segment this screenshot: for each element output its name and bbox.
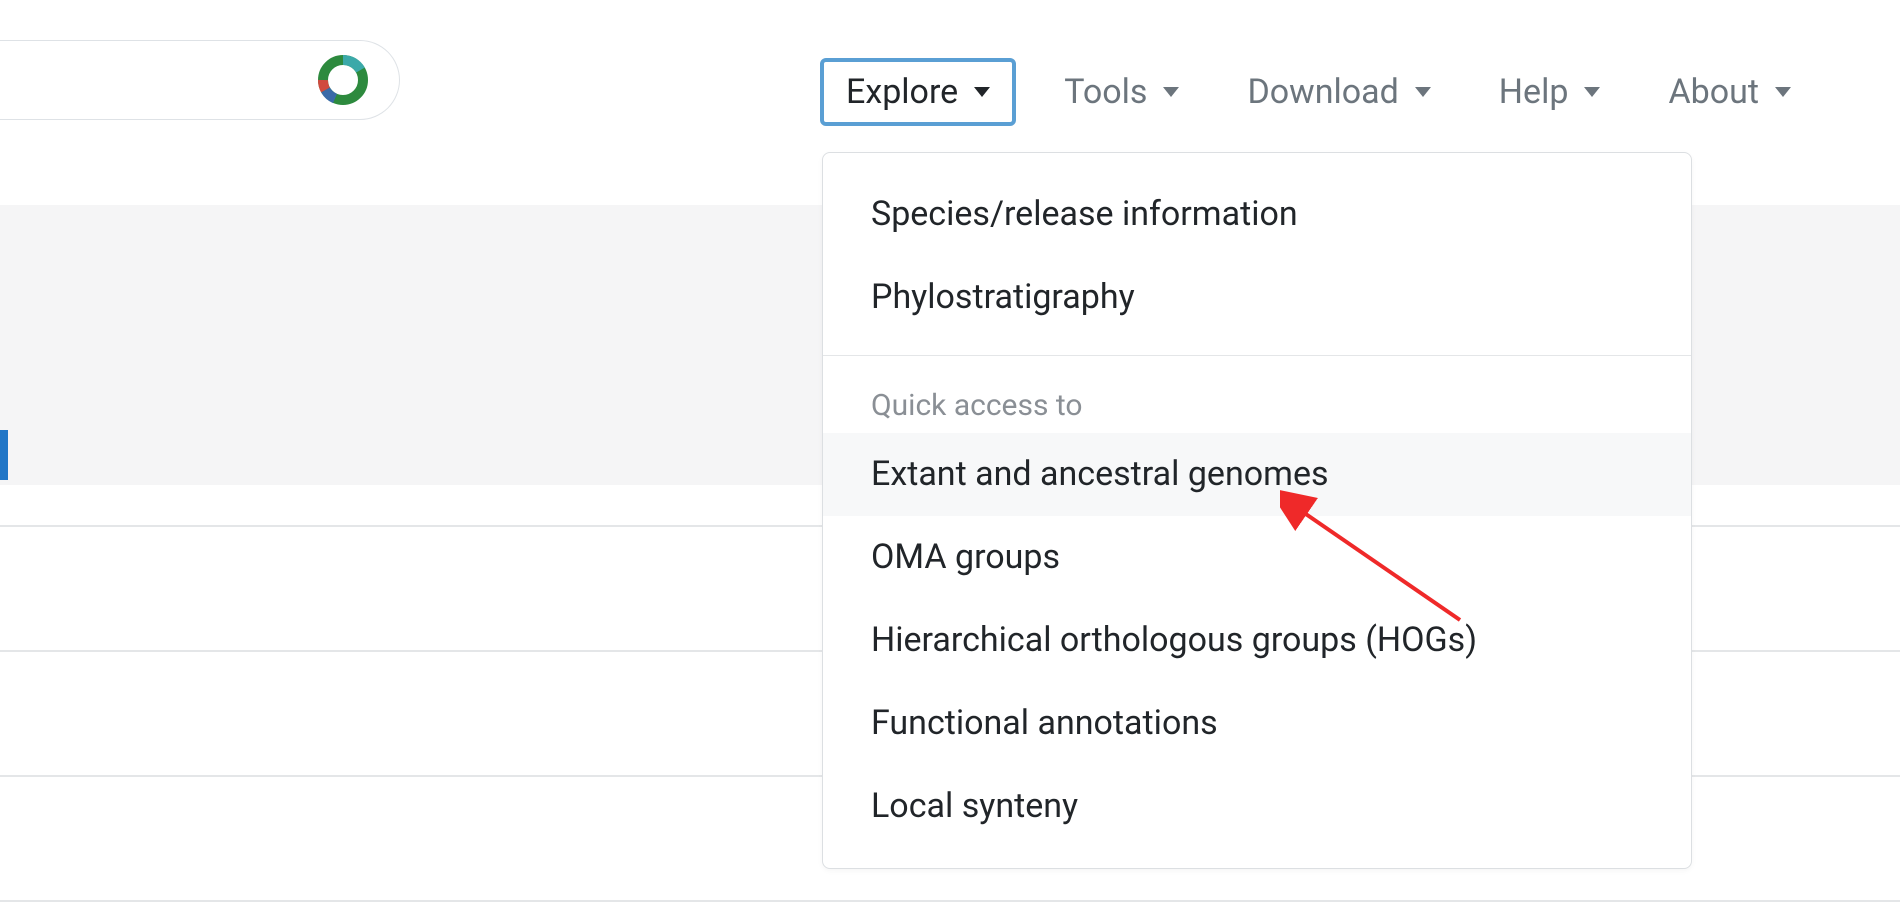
nav-item-download[interactable]: Download — [1227, 60, 1450, 124]
nav-item-tools[interactable]: Tools — [1044, 60, 1199, 124]
caret-down-icon — [1775, 87, 1791, 97]
nav-item-about[interactable]: About — [1648, 60, 1811, 124]
caret-down-icon — [1415, 87, 1431, 97]
active-row-marker — [0, 430, 8, 480]
dropdown-section-header: Quick access to — [823, 372, 1691, 433]
dropdown-item-functional-annotations[interactable]: Functional annotations — [823, 682, 1691, 765]
dropdown-item-species-release[interactable]: Species/release information — [823, 173, 1691, 256]
dropdown-item-extant-ancestral-genomes[interactable]: Extant and ancestral genomes — [823, 433, 1691, 516]
dropdown-item-phylostratigraphy[interactable]: Phylostratigraphy — [823, 256, 1691, 339]
nav-item-help[interactable]: Help — [1479, 60, 1621, 124]
row-divider — [0, 900, 1900, 902]
nav-label: About — [1668, 72, 1759, 112]
caret-down-icon — [974, 87, 990, 97]
nav-label: Help — [1499, 72, 1569, 112]
search-pill[interactable] — [0, 40, 400, 120]
nav-item-explore[interactable]: Explore — [820, 58, 1016, 126]
nav-label: Tools — [1064, 72, 1147, 112]
dropdown-item-local-synteny[interactable]: Local synteny — [823, 765, 1691, 848]
dropdown-item-oma-groups[interactable]: OMA groups — [823, 516, 1691, 599]
explore-dropdown: Species/release information Phylostratig… — [822, 152, 1692, 869]
caret-down-icon — [1584, 87, 1600, 97]
nav-label: Download — [1247, 72, 1398, 112]
top-bar: Explore Tools Download Help About — [0, 0, 1900, 160]
dropdown-item-hogs[interactable]: Hierarchical orthologous groups (HOGs) — [823, 599, 1691, 682]
dropdown-divider — [823, 355, 1691, 356]
logo-ring-icon — [317, 54, 369, 106]
caret-down-icon — [1163, 87, 1179, 97]
main-nav: Explore Tools Download Help About — [820, 58, 1811, 126]
nav-label: Explore — [846, 72, 958, 112]
